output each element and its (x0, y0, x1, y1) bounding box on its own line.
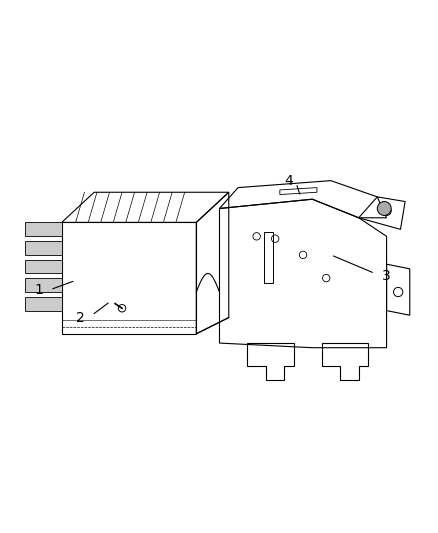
Circle shape (376, 201, 390, 215)
Text: 4: 4 (284, 174, 293, 188)
Polygon shape (25, 260, 62, 273)
Polygon shape (25, 241, 62, 255)
Polygon shape (25, 222, 62, 236)
Polygon shape (25, 278, 62, 292)
Text: 3: 3 (381, 269, 390, 283)
Polygon shape (25, 297, 62, 311)
Text: 2: 2 (76, 311, 85, 325)
Text: 1: 1 (34, 282, 43, 297)
